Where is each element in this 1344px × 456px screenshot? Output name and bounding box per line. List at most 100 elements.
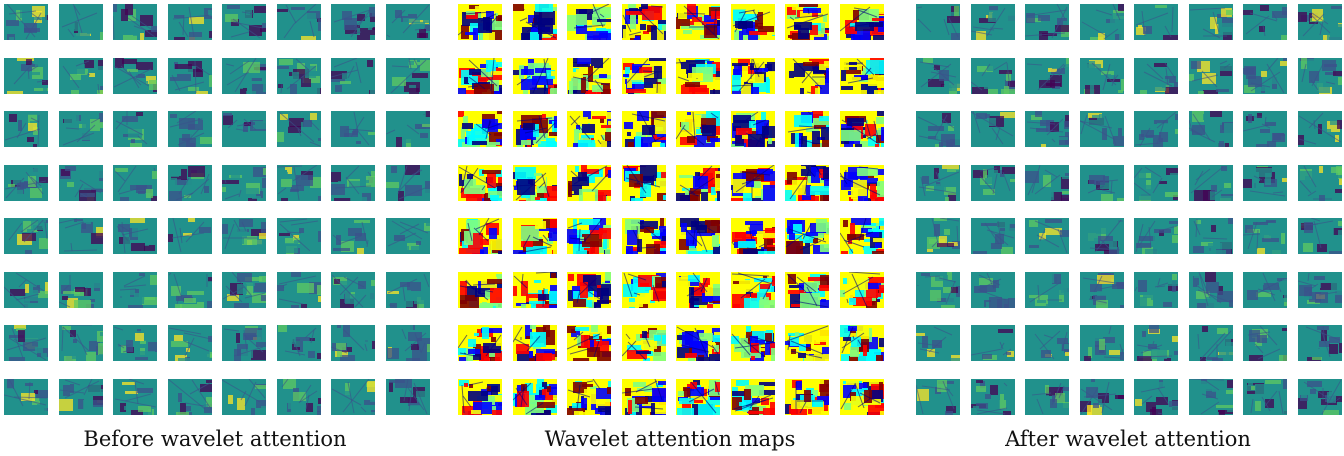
feature-map-tile: [567, 111, 611, 147]
feature-map-tile: [458, 4, 502, 40]
feature-map-tile: [1025, 4, 1069, 40]
feature-map-tile: [785, 4, 829, 40]
feature-map-tile: [785, 218, 829, 254]
feature-map-tile: [621, 111, 666, 147]
feature-map-tile: [839, 57, 884, 94]
feature-map-tile: [113, 325, 157, 361]
feature-map-tile: [276, 378, 321, 415]
feature-map-tile: [1188, 164, 1233, 201]
feature-map-tile: [385, 111, 430, 147]
feature-map-tile: [1188, 57, 1233, 94]
feature-map-tile: [1025, 378, 1069, 415]
feature-map-tile: [970, 4, 1015, 40]
feature-map-tile: [1079, 111, 1124, 147]
feature-map-tile: [916, 271, 960, 308]
feature-map-tile: [567, 378, 611, 415]
feature-map-tile: [567, 218, 611, 254]
feature-map-tile: [730, 111, 775, 147]
feature-map-tile: [222, 271, 266, 308]
feature-map-tile: [1134, 218, 1178, 254]
feature-map-tile: [1188, 218, 1233, 254]
feature-map-tile: [58, 164, 103, 201]
feature-map-tile: [113, 378, 157, 415]
feature-map-tile: [567, 325, 611, 361]
feature-map-grid-before: [4, 4, 430, 415]
feature-map-tile: [58, 271, 103, 308]
feature-map-tile: [1188, 325, 1233, 361]
feature-map-tile: [730, 378, 775, 415]
feature-map-tile: [730, 4, 775, 40]
feature-map-tile: [916, 218, 960, 254]
feature-map-tile: [458, 57, 502, 94]
feature-map-tile: [676, 57, 720, 94]
feature-map-tile: [567, 164, 611, 201]
feature-map-tile: [167, 164, 212, 201]
feature-map-tile: [4, 111, 48, 147]
feature-map-tile: [113, 111, 157, 147]
feature-map-tile: [970, 111, 1015, 147]
feature-map-tile: [1134, 164, 1178, 201]
feature-map-tile: [730, 218, 775, 254]
before-attention-panel: [4, 4, 430, 415]
feature-map-tile: [1188, 111, 1233, 147]
feature-map-tile: [916, 4, 960, 40]
feature-map-tile: [785, 325, 829, 361]
feature-map-tile: [512, 325, 557, 361]
feature-map-tile: [621, 325, 666, 361]
feature-map-tile: [839, 325, 884, 361]
feature-map-tile: [331, 271, 375, 308]
feature-map-tile: [916, 111, 960, 147]
feature-map-tile: [916, 164, 960, 201]
feature-map-tile: [1243, 4, 1287, 40]
feature-map-tile: [385, 4, 430, 40]
feature-map-tile: [1297, 271, 1342, 308]
feature-map-tile: [222, 378, 266, 415]
feature-map-tile: [458, 218, 502, 254]
feature-map-tile: [222, 218, 266, 254]
feature-map-tile: [113, 4, 157, 40]
feature-map-tile: [276, 57, 321, 94]
feature-map-tile: [621, 4, 666, 40]
feature-map-tile: [730, 325, 775, 361]
feature-map-tile: [916, 325, 960, 361]
feature-map-tile: [331, 111, 375, 147]
feature-map-tile: [970, 164, 1015, 201]
feature-map-tile: [676, 325, 720, 361]
feature-map-tile: [512, 218, 557, 254]
feature-map-tile: [621, 164, 666, 201]
feature-map-tile: [276, 4, 321, 40]
feature-map-tile: [1079, 57, 1124, 94]
feature-map-tile: [331, 4, 375, 40]
feature-map-tile: [331, 325, 375, 361]
feature-map-tile: [167, 378, 212, 415]
feature-map-tile: [4, 164, 48, 201]
feature-map-tile: [676, 218, 720, 254]
feature-map-tile: [1079, 325, 1124, 361]
attention-map-grid: [458, 4, 884, 415]
feature-map-tile: [4, 4, 48, 40]
feature-map-tile: [1079, 271, 1124, 308]
feature-map-tile: [916, 57, 960, 94]
feature-map-tile: [4, 218, 48, 254]
feature-map-tile: [385, 325, 430, 361]
feature-map-tile: [512, 164, 557, 201]
feature-map-tile: [222, 111, 266, 147]
feature-map-tile: [730, 57, 775, 94]
feature-map-tile: [567, 57, 611, 94]
attention-maps-panel: [458, 4, 884, 415]
feature-map-tile: [1243, 111, 1287, 147]
feature-map-tile: [567, 4, 611, 40]
feature-map-tile: [676, 111, 720, 147]
feature-map-tile: [1243, 325, 1287, 361]
feature-map-tile: [1188, 4, 1233, 40]
feature-map-tile: [385, 57, 430, 94]
feature-map-tile: [331, 57, 375, 94]
feature-map-tile: [4, 325, 48, 361]
feature-map-tile: [970, 271, 1015, 308]
feature-map-tile: [785, 271, 829, 308]
feature-map-tile: [222, 164, 266, 201]
caption-after: After wavelet attention: [1005, 427, 1251, 451]
feature-map-tile: [331, 378, 375, 415]
feature-map-tile: [1297, 164, 1342, 201]
feature-map-tile: [730, 271, 775, 308]
